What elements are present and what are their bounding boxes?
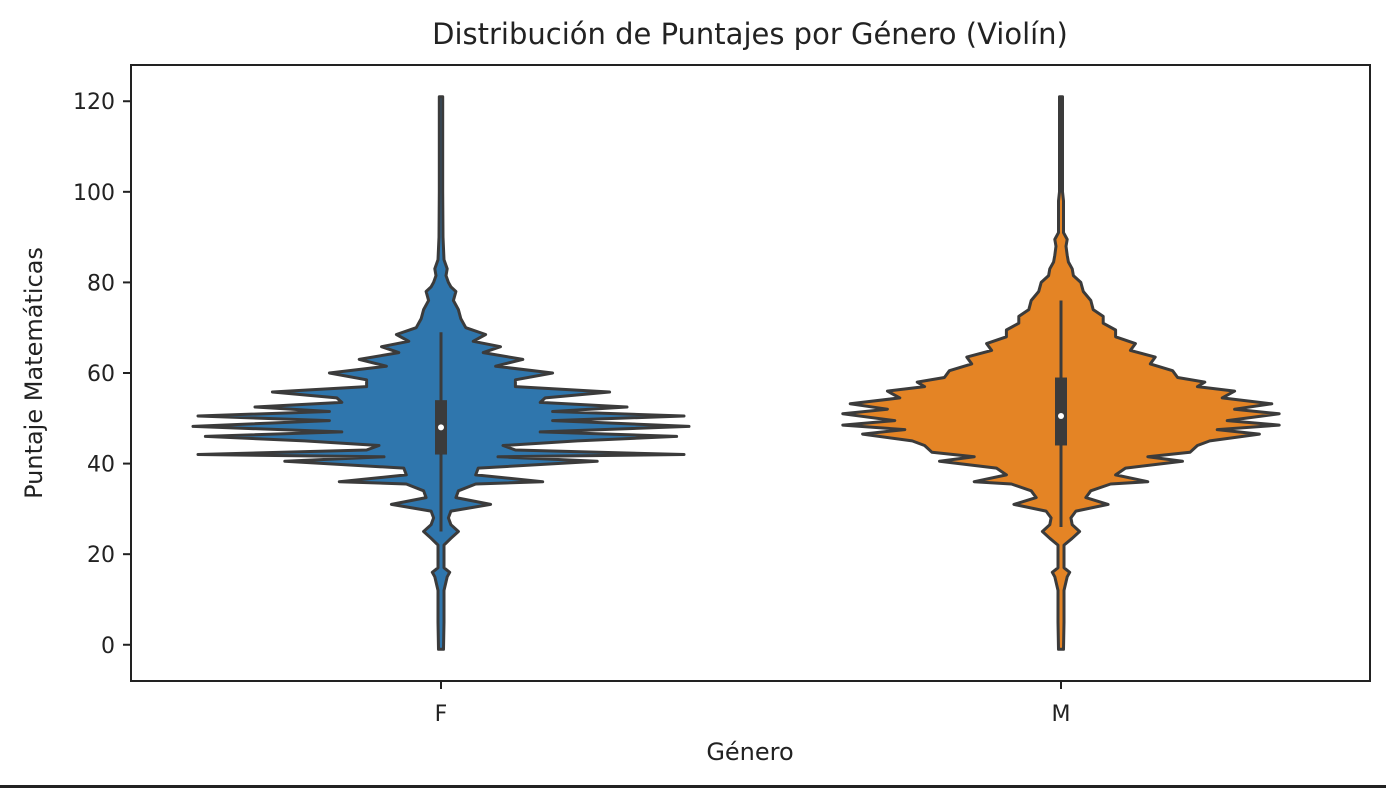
y-axis: 0 20 40 60 80 100 120 <box>73 90 131 659</box>
chart-title: Distribución de Puntajes por Género (Vio… <box>432 17 1068 51</box>
y-tick-label: 60 <box>87 362 115 387</box>
y-tick-label: 100 <box>73 181 115 206</box>
x-axis-label: Género <box>706 738 793 766</box>
y-tick-label: 120 <box>73 90 115 115</box>
median-point-m <box>1058 413 1064 420</box>
y-tick-label: 40 <box>87 453 115 478</box>
x-tick-label: F <box>435 702 448 727</box>
y-tick-label: 80 <box>87 271 115 296</box>
bottom-border <box>0 785 1386 788</box>
x-tick-label: M <box>1052 702 1071 727</box>
y-tick-label: 20 <box>87 543 115 568</box>
y-axis-label: Puntaje Matemáticas <box>20 247 48 499</box>
y-tick-label: 0 <box>101 634 115 659</box>
median-point-f <box>438 424 444 431</box>
iqr-box-m <box>1055 377 1067 446</box>
violin-layer <box>191 95 1281 651</box>
plot-frame <box>130 64 1371 682</box>
